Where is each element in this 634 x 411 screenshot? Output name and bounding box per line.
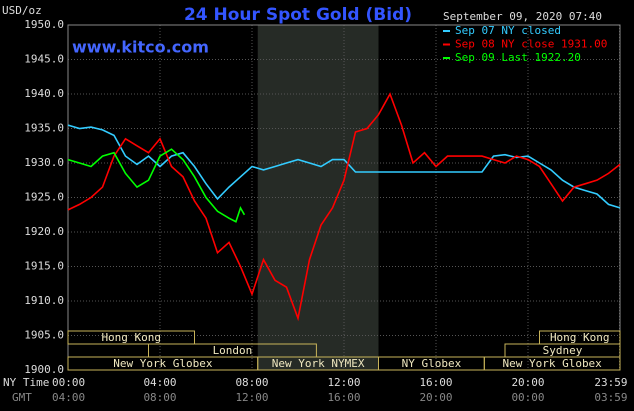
legend-label: Sep 09 Last 1922.20: [455, 51, 581, 64]
x2-tick-label: 00:00: [511, 391, 544, 404]
session-box: [483, 356, 621, 371]
legend-label: Sep 08 NY close 1931.00: [455, 38, 607, 51]
x2-axis-label: GMT: [12, 391, 32, 404]
session-label: Hong Kong: [101, 331, 161, 344]
y-tick-label: 1915.0: [24, 260, 64, 273]
x-tick-label: 20:00: [511, 376, 544, 389]
y-tick-label: 1910.0: [24, 294, 64, 307]
session-shade: [257, 25, 379, 370]
x-tick-label: 00:00: [52, 376, 85, 389]
session-label: New York Globex: [502, 357, 602, 370]
session-label: London: [213, 344, 253, 357]
x-tick-label: 08:00: [235, 376, 268, 389]
x2-tick-label: 04:00: [52, 391, 85, 404]
x2-tick-label: 03:59: [594, 391, 627, 404]
y-tick-label: 1925.0: [24, 191, 64, 204]
y-tick-label: 1940.0: [24, 87, 64, 100]
y-tick-label: 1920.0: [24, 225, 64, 238]
chart-title: 24 Hour Spot Gold (Bid): [184, 5, 412, 25]
x2-tick-label: 08:00: [143, 391, 176, 404]
y-tick-label: 1930.0: [24, 156, 64, 169]
series-line: [67, 148, 246, 223]
x2-tick-label: 20:00: [419, 391, 452, 404]
y-tick-label: 1905.0: [24, 329, 64, 342]
x-tick-label: 04:00: [143, 376, 176, 389]
y-tick-label: 1935.0: [24, 122, 64, 135]
session-box: [67, 330, 195, 345]
subtitle: www.kitco.com: [72, 38, 209, 57]
series-line: [67, 124, 621, 209]
y-tick-label: 1945.0: [24, 53, 64, 66]
y-axis-label: USD/oz: [2, 4, 42, 17]
session-label: Sydney: [543, 344, 583, 357]
session-label: New York Globex: [113, 357, 213, 370]
legend-label: Sep 07 NY closed: [455, 24, 561, 37]
timestamp: September 09, 2020 07:40: [443, 10, 602, 23]
session-label: NY Globex: [402, 357, 462, 370]
x-tick-label: 12:00: [327, 376, 360, 389]
y-tick-label: 1950.0: [24, 18, 64, 31]
x-tick-label: 16:00: [419, 376, 452, 389]
x2-tick-label: 12:00: [235, 391, 268, 404]
y-tick-label: 1900.0: [24, 363, 64, 376]
x2-tick-label: 16:00: [327, 391, 360, 404]
series-line: [67, 92, 621, 322]
x-tick-label: 23:59: [594, 376, 627, 389]
session-label: Hong Kong: [550, 331, 610, 344]
session-label: New York NYMEX: [272, 357, 365, 370]
shade-layer: [257, 25, 379, 370]
x-axis-label: NY Time: [3, 376, 49, 389]
